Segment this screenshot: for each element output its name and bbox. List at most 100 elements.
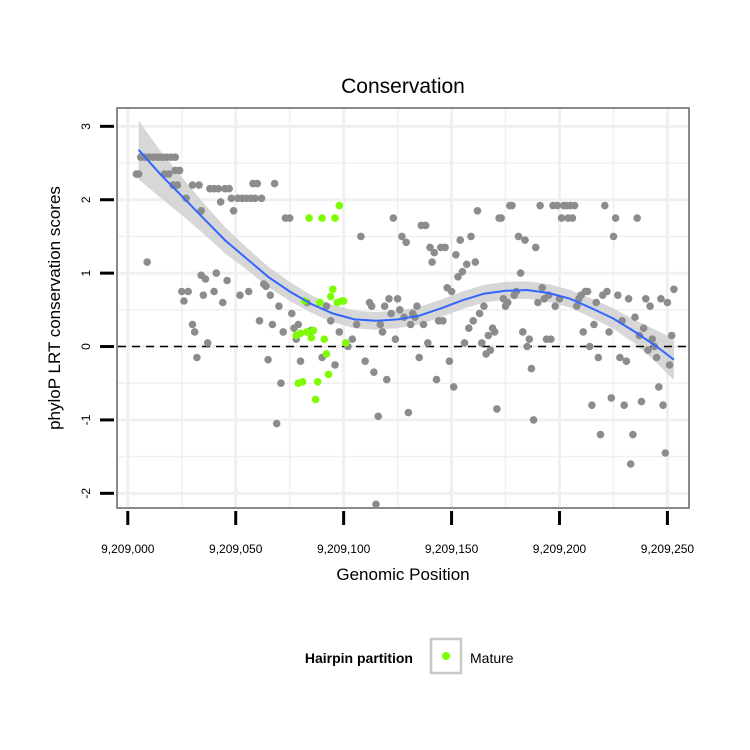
point-other bbox=[605, 328, 613, 336]
x-tick-label: 9,209,150 bbox=[425, 542, 479, 556]
point-other bbox=[503, 298, 512, 307]
point-other bbox=[180, 297, 188, 305]
point-other bbox=[454, 273, 462, 281]
point-other bbox=[190, 328, 199, 336]
point-other bbox=[251, 194, 259, 203]
point-other bbox=[225, 184, 233, 193]
point-other bbox=[670, 285, 678, 294]
point-other bbox=[143, 258, 151, 266]
point-other bbox=[512, 287, 521, 296]
point-other bbox=[402, 238, 411, 247]
point-other bbox=[378, 328, 387, 336]
point-other bbox=[644, 346, 652, 355]
point-other bbox=[465, 324, 473, 333]
point-other bbox=[270, 179, 279, 188]
point-other bbox=[367, 302, 376, 311]
point-mature bbox=[318, 214, 326, 222]
point-other bbox=[449, 383, 458, 391]
point-other bbox=[620, 401, 628, 410]
point-mature bbox=[296, 329, 305, 338]
point-other bbox=[452, 251, 460, 259]
point-other bbox=[529, 416, 538, 424]
point-other bbox=[193, 353, 201, 362]
point-other bbox=[374, 412, 383, 421]
point-other bbox=[264, 355, 272, 364]
point-other bbox=[573, 302, 581, 311]
point-other bbox=[432, 375, 441, 384]
point-other bbox=[523, 342, 531, 351]
point-other bbox=[475, 309, 484, 318]
y-tick-label: -2 bbox=[79, 488, 93, 499]
point-other bbox=[361, 357, 370, 366]
point-other bbox=[478, 339, 486, 347]
point-other bbox=[253, 179, 262, 188]
x-tick-label: 9,209,050 bbox=[209, 542, 263, 556]
point-mature bbox=[298, 378, 307, 386]
point-other bbox=[462, 260, 471, 269]
point-other bbox=[657, 295, 665, 303]
point-other bbox=[594, 353, 603, 362]
point-other bbox=[182, 194, 190, 203]
point-other bbox=[553, 201, 562, 210]
point-other bbox=[426, 243, 434, 252]
x-tick-label: 9,209,200 bbox=[533, 542, 587, 556]
point-other bbox=[391, 335, 400, 344]
point-other bbox=[557, 214, 566, 222]
point-other bbox=[199, 291, 208, 300]
point-mature bbox=[307, 333, 316, 342]
point-other bbox=[508, 201, 516, 210]
x-tick-label: 9,209,250 bbox=[641, 542, 695, 556]
point-other bbox=[257, 194, 266, 203]
point-other bbox=[480, 302, 488, 311]
point-other bbox=[430, 248, 439, 257]
point-other bbox=[275, 302, 283, 311]
point-other bbox=[404, 408, 413, 417]
point-other bbox=[655, 383, 663, 391]
point-other bbox=[458, 267, 467, 276]
point-other bbox=[611, 214, 620, 222]
points-mature bbox=[292, 201, 350, 404]
point-other bbox=[607, 394, 616, 402]
point-other bbox=[387, 309, 395, 318]
point-other bbox=[484, 331, 493, 340]
point-other bbox=[661, 449, 670, 457]
point-other bbox=[616, 353, 624, 362]
point-other bbox=[294, 320, 303, 329]
smooth-confidence-band bbox=[138, 120, 674, 381]
x-tick-label: 9,209,000 bbox=[101, 542, 155, 556]
point-other bbox=[642, 295, 650, 303]
point-other bbox=[631, 313, 639, 322]
point-other bbox=[486, 346, 495, 355]
point-other bbox=[519, 328, 527, 336]
point-other bbox=[393, 295, 402, 303]
y-tick-label: 2 bbox=[79, 196, 93, 203]
confidence-band bbox=[138, 120, 674, 381]
point-other bbox=[603, 287, 611, 296]
point-other bbox=[659, 401, 667, 410]
point-other bbox=[538, 284, 546, 292]
point-mature bbox=[335, 201, 344, 210]
point-other bbox=[212, 269, 221, 277]
point-other bbox=[415, 353, 424, 362]
point-other bbox=[357, 232, 365, 241]
point-other bbox=[372, 500, 380, 509]
point-mature bbox=[342, 339, 350, 347]
point-other bbox=[214, 184, 223, 193]
point-other bbox=[285, 214, 294, 222]
point-other bbox=[570, 201, 579, 210]
point-other bbox=[376, 320, 385, 329]
point-other bbox=[637, 397, 646, 406]
point-other bbox=[178, 287, 186, 296]
point-other bbox=[169, 181, 177, 189]
point-other bbox=[322, 302, 331, 311]
point-other bbox=[614, 291, 622, 300]
point-other bbox=[536, 201, 544, 210]
point-other bbox=[331, 361, 339, 369]
point-mature bbox=[339, 297, 348, 305]
x-tick-label: 9,209,100 bbox=[317, 542, 371, 556]
point-other bbox=[184, 287, 192, 296]
point-other bbox=[609, 232, 618, 241]
point-other bbox=[268, 320, 277, 329]
point-other bbox=[296, 357, 305, 366]
axes: 9,209,000 9,209,050 9,209,100 9,209,150 9,20… bbox=[79, 123, 694, 556]
